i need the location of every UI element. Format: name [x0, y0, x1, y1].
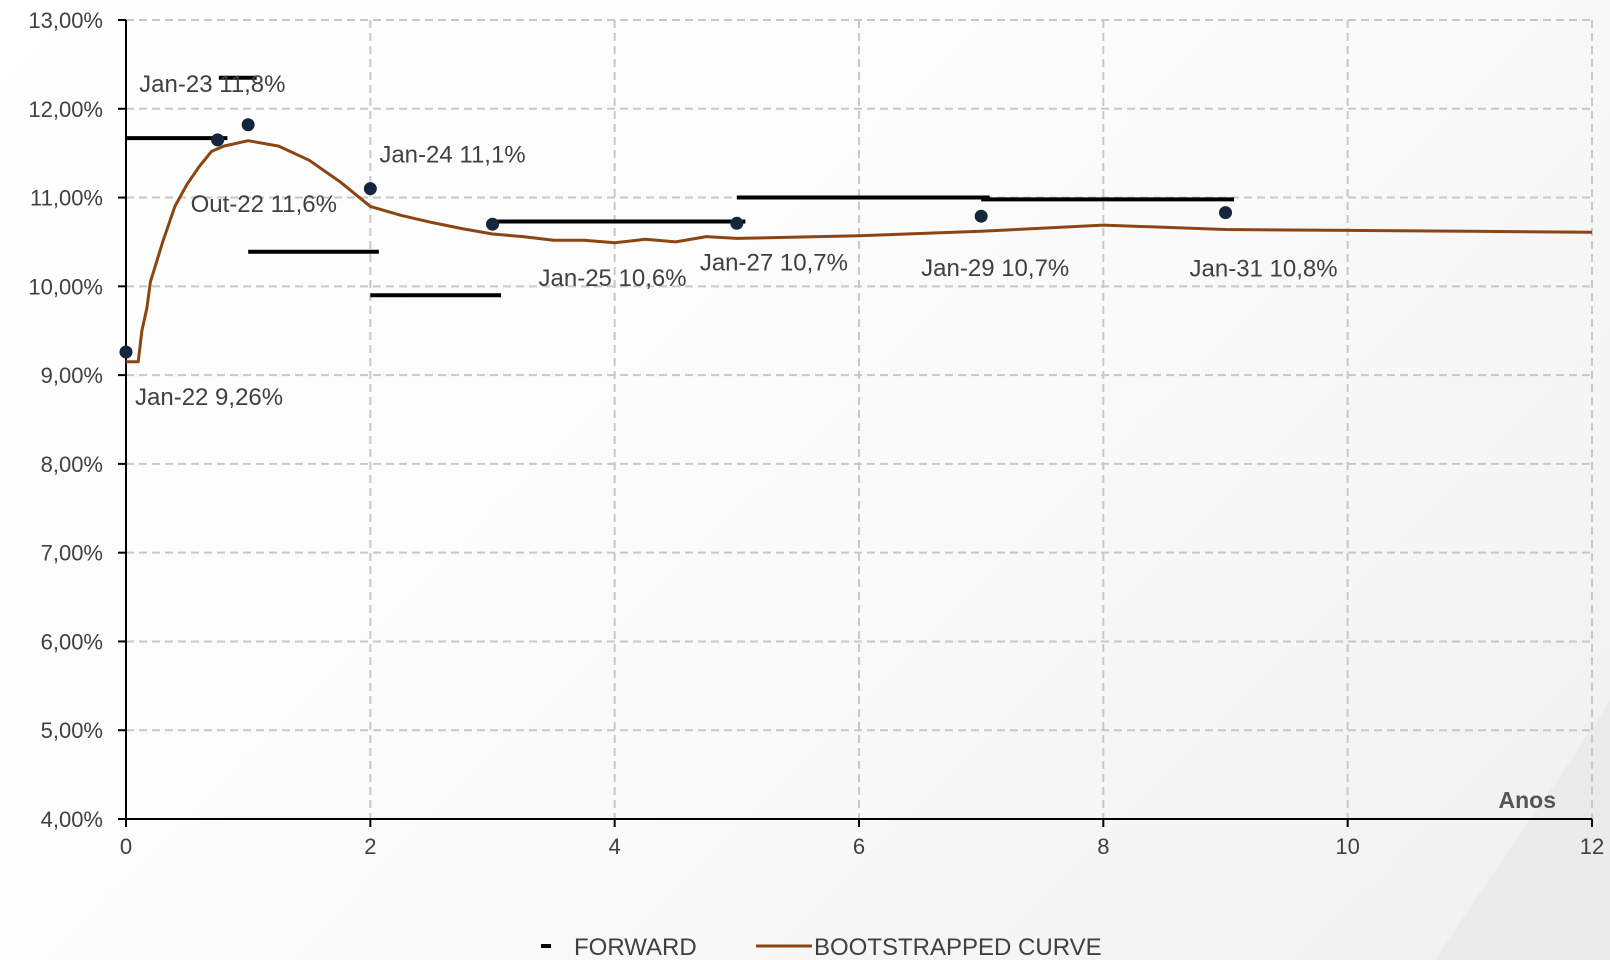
- data-point-marker: [119, 345, 133, 359]
- x-axis-title: Anos: [1499, 787, 1557, 813]
- data-point-marker: [730, 216, 744, 230]
- y-tick-label: 9,00%: [41, 363, 103, 388]
- x-tick-label: 2: [364, 834, 376, 859]
- data-point-marker: [211, 133, 225, 147]
- bootstrapped-curve-line: [126, 139, 1593, 364]
- background-swoosh: [1435, 700, 1610, 960]
- point-annotation: Out-22 11,6%: [191, 191, 337, 218]
- point-annotation: Jan-23 11,8%: [139, 71, 285, 98]
- data-point-marker: [486, 217, 499, 231]
- data-point-marker: [1219, 206, 1232, 220]
- y-tick-label: 13,00%: [28, 8, 103, 33]
- x-tick-label: 0: [120, 834, 132, 859]
- y-tick-label: 6,00%: [41, 629, 103, 654]
- y-tick-label: 5,00%: [41, 718, 103, 743]
- y-tick-label: 7,00%: [41, 541, 103, 566]
- x-tick-label: 12: [1580, 834, 1604, 859]
- point-annotation: Jan-25 10,6%: [539, 265, 687, 292]
- legend-forward-label: FORWARD: [574, 934, 697, 960]
- data-point-marker: [974, 209, 988, 223]
- y-tick-label: 11,00%: [30, 186, 103, 211]
- point-annotation: Jan-29 10,7%: [921, 255, 1069, 282]
- x-tick-label: 6: [853, 834, 865, 859]
- x-tick-label: 8: [1097, 834, 1109, 859]
- x-tick-label: 4: [609, 834, 621, 859]
- y-tick-label: 8,00%: [41, 452, 103, 477]
- data-point-marker: [363, 182, 377, 196]
- y-tick-label: 12,00%: [28, 97, 103, 122]
- x-tick-label: 10: [1335, 834, 1359, 859]
- y-tick-label: 4,00%: [41, 807, 103, 832]
- point-annotation: Jan-24 11,1%: [379, 142, 525, 169]
- legend-bootstrapped-label: BOOTSTRAPPED CURVE: [814, 934, 1102, 960]
- legend: FORWARD BOOTSTRAPPED CURVE: [541, 934, 1102, 960]
- y-tick-label: 10,00%: [28, 274, 103, 299]
- data-point-marker: [241, 118, 255, 132]
- point-annotation: Jan-22 9,26%: [135, 384, 283, 411]
- point-annotation: Jan-31 10,8%: [1190, 256, 1338, 283]
- point-annotation: Jan-27 10,7%: [700, 249, 848, 276]
